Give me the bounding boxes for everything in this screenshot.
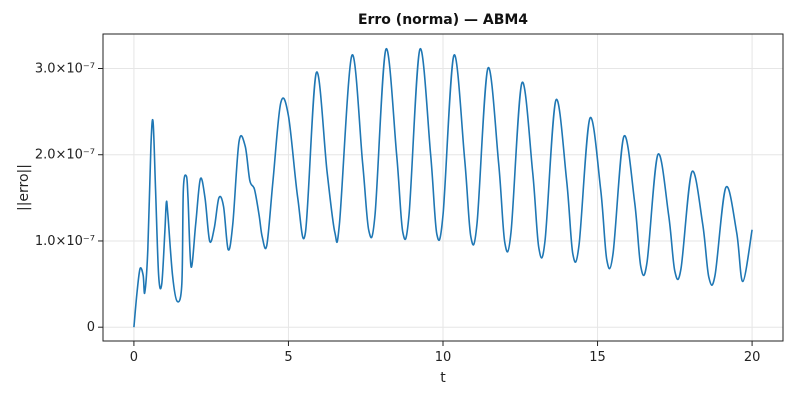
grid: [103, 34, 783, 341]
x-tick-label: 15: [589, 350, 606, 365]
x-tick-label: 0: [130, 350, 138, 365]
x-tick-label: 20: [744, 350, 761, 365]
y-tick-label: 0: [87, 320, 95, 335]
axis-ticks: 0 5 10 15 20 0 1.0×10⁻⁷ 2.0×10⁻⁷ 3.0×10⁻⁷: [35, 61, 761, 365]
y-axis-label: ||erro||: [16, 164, 32, 211]
y-tick-label: 1.0×10⁻⁷: [35, 234, 95, 249]
series-line-error-norm: [133, 48, 753, 328]
y-tick-label: 3.0×10⁻⁷: [35, 61, 95, 76]
x-tick-label: 5: [284, 350, 292, 365]
chart-title: Erro (norma) — ABM4: [358, 12, 528, 28]
x-tick-label: 10: [435, 350, 452, 365]
x-axis-label: t: [440, 370, 446, 386]
y-tick-label: 2.0×10⁻⁷: [35, 148, 95, 163]
